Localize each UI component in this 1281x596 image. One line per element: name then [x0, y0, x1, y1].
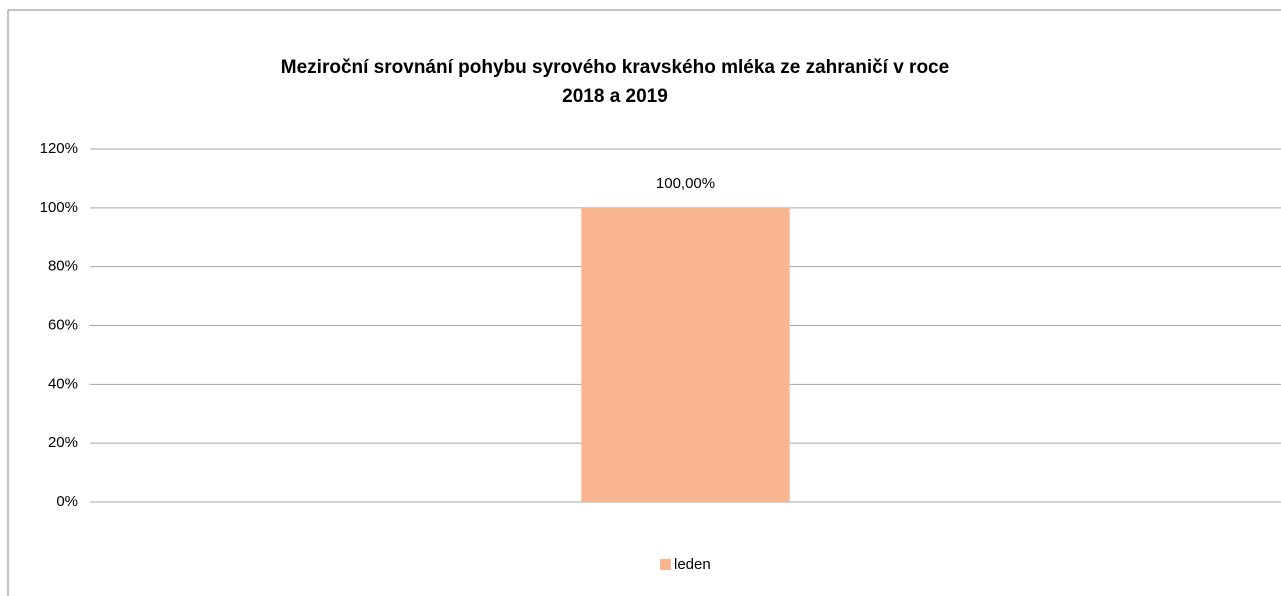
y-tick-label: 0% [56, 493, 78, 510]
y-tick-label: 20% [48, 434, 78, 451]
data-label: 100,00% [656, 175, 715, 192]
y-tick-label: 80% [48, 258, 78, 275]
y-tick-label: 120% [40, 140, 78, 157]
legend-swatch [660, 559, 671, 570]
chart-frame [7, 9, 1281, 596]
y-tick-label: 40% [48, 375, 78, 392]
bar [581, 207, 790, 503]
chart-subtitle: 2018 a 2019 [562, 86, 668, 107]
legend-label: leden [674, 556, 711, 573]
y-tick-label: 100% [40, 199, 78, 216]
y-tick-label: 60% [48, 316, 78, 333]
chart-title: Meziroční srovnání pohybu syrového kravs… [281, 57, 949, 78]
